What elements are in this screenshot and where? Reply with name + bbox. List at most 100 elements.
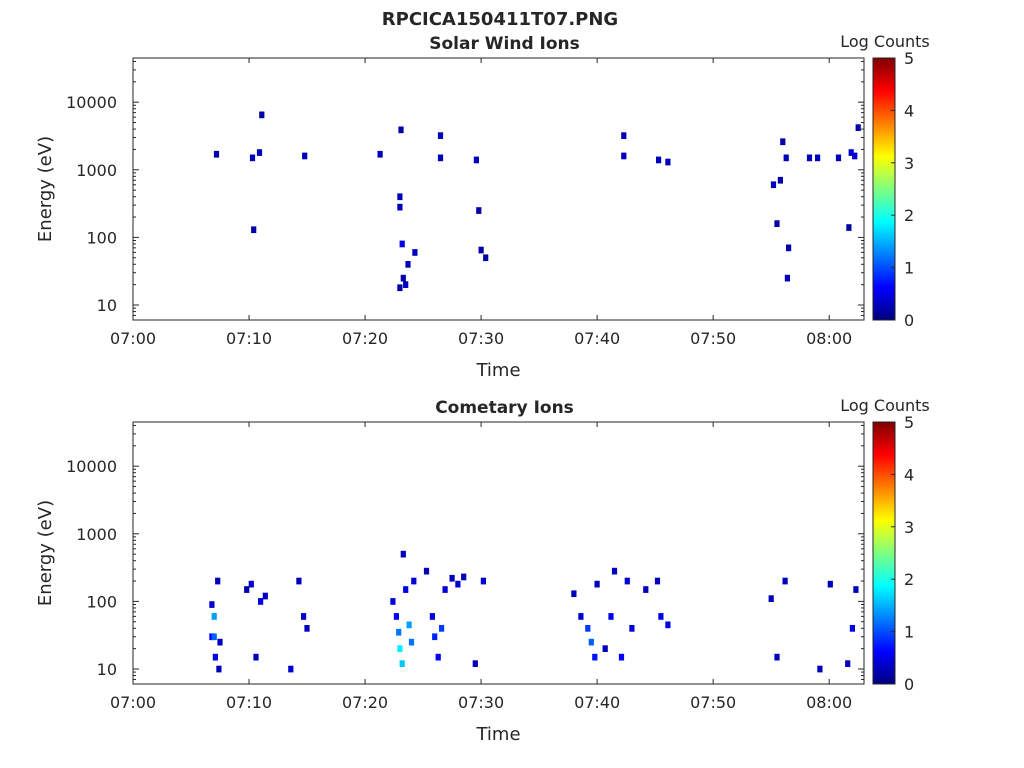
colorbar-tick-label: 5 [904,413,914,432]
data-cell [403,586,409,593]
data-cell [770,181,777,189]
data-cell [396,628,402,636]
y-tick-label: 100 [86,228,117,247]
data-cell [665,158,671,166]
colorbar [872,421,896,685]
data-cell [390,598,396,605]
data-cell [253,653,259,661]
data-cell [817,665,823,673]
plot-area [132,57,865,321]
colorbar-tick-label: 1 [904,623,914,642]
x-tick-label: 07:00 [110,693,156,712]
data-cell [774,220,780,227]
data-cell [472,660,478,667]
panel-cometary: 07:00 07:10 07:20 07:30 07:40 07:50 08:0010100… [35,396,930,745]
data-cell [412,249,418,256]
data-cell [437,154,444,162]
data-cell [262,592,268,600]
panel-solar-wind: 07:00 07:10 07:20 07:30 07:40 07:50 08:0010100… [35,32,930,381]
colorbar-tick-label: 0 [904,311,914,330]
data-cell [211,633,217,641]
data-cell [209,601,215,608]
y-tick-label: 100 [86,592,117,611]
data-cell [397,645,403,652]
data-cell [377,150,383,158]
data-cell [216,665,222,673]
data-cell [400,274,406,282]
colorbar-label: Log Counts [840,32,930,51]
x-tick-label: 07:20 [342,693,388,712]
x-tick-label: 07:00 [110,329,156,348]
data-cell [259,111,265,119]
data-cell [592,653,598,661]
x-axis-label: Time [475,360,520,381]
colorbar-tick-label: 0 [904,675,914,694]
data-cell [398,126,404,134]
data-cell [217,638,223,646]
data-cell [624,577,630,585]
data-cell [251,226,257,234]
data-cell [835,154,842,162]
x-tick-label: 07:50 [690,329,736,348]
data-cell [423,567,430,575]
x-tick-label: 07:10 [226,329,272,348]
data-cell [429,613,435,620]
x-tick-label: 07:20 [342,329,388,348]
x-axis-label: Time [475,724,520,745]
data-cell [774,653,780,661]
data-cell [393,613,399,620]
data-cell [461,573,467,581]
data-cell [399,240,405,248]
colorbar-tick-label: 4 [904,465,914,484]
colorbar-tick-label: 3 [904,518,914,537]
colorbar-tick-label: 1 [904,259,914,278]
data-cell [786,244,792,252]
data-cell [571,590,577,598]
data-cell [815,154,821,162]
data-cell [643,586,649,593]
data-cell [654,577,661,585]
x-tick-label: 07:40 [574,329,620,348]
data-cell [248,580,254,588]
data-cell [608,613,614,620]
y-tick-label: 10000 [66,457,117,476]
data-cell [473,156,479,164]
data-cell [782,577,788,585]
data-cell [432,633,438,641]
data-cell [585,625,591,632]
x-tick-label: 07:10 [226,693,272,712]
colorbar-tick-label: 2 [904,570,914,589]
colorbar-tick-label: 4 [904,101,914,120]
colorbar-tick-label: 5 [904,49,914,68]
data-cell [849,625,855,632]
data-cell [594,580,600,588]
panels: 07:00 07:10 07:20 07:30 07:40 07:50 08:0010100… [35,32,930,745]
data-cell [611,567,618,575]
x-tick-label: 08:00 [806,329,852,348]
data-cell [256,149,263,156]
data-cell [629,625,635,632]
plot-area [132,421,865,685]
figure-title: RPCICA150411T07.PNG [382,9,618,30]
colorbar [872,57,896,321]
data-cell [301,613,307,620]
data-cell [437,132,444,139]
y-tick-label: 1000 [76,161,117,180]
y-tick-label: 10 [97,296,117,315]
data-cell [397,284,403,292]
data-cell [304,625,310,632]
data-cell [442,586,448,593]
data-cell [602,645,608,652]
data-cell [780,138,786,146]
data-cell [476,207,482,214]
data-cell [853,586,859,593]
data-cell [827,580,833,588]
data-cell [400,550,406,558]
x-tick-label: 08:00 [806,693,852,712]
data-cell [249,154,256,162]
data-cell [455,580,461,588]
data-cell [621,152,627,160]
data-cell [211,613,217,620]
data-cell [783,154,789,162]
